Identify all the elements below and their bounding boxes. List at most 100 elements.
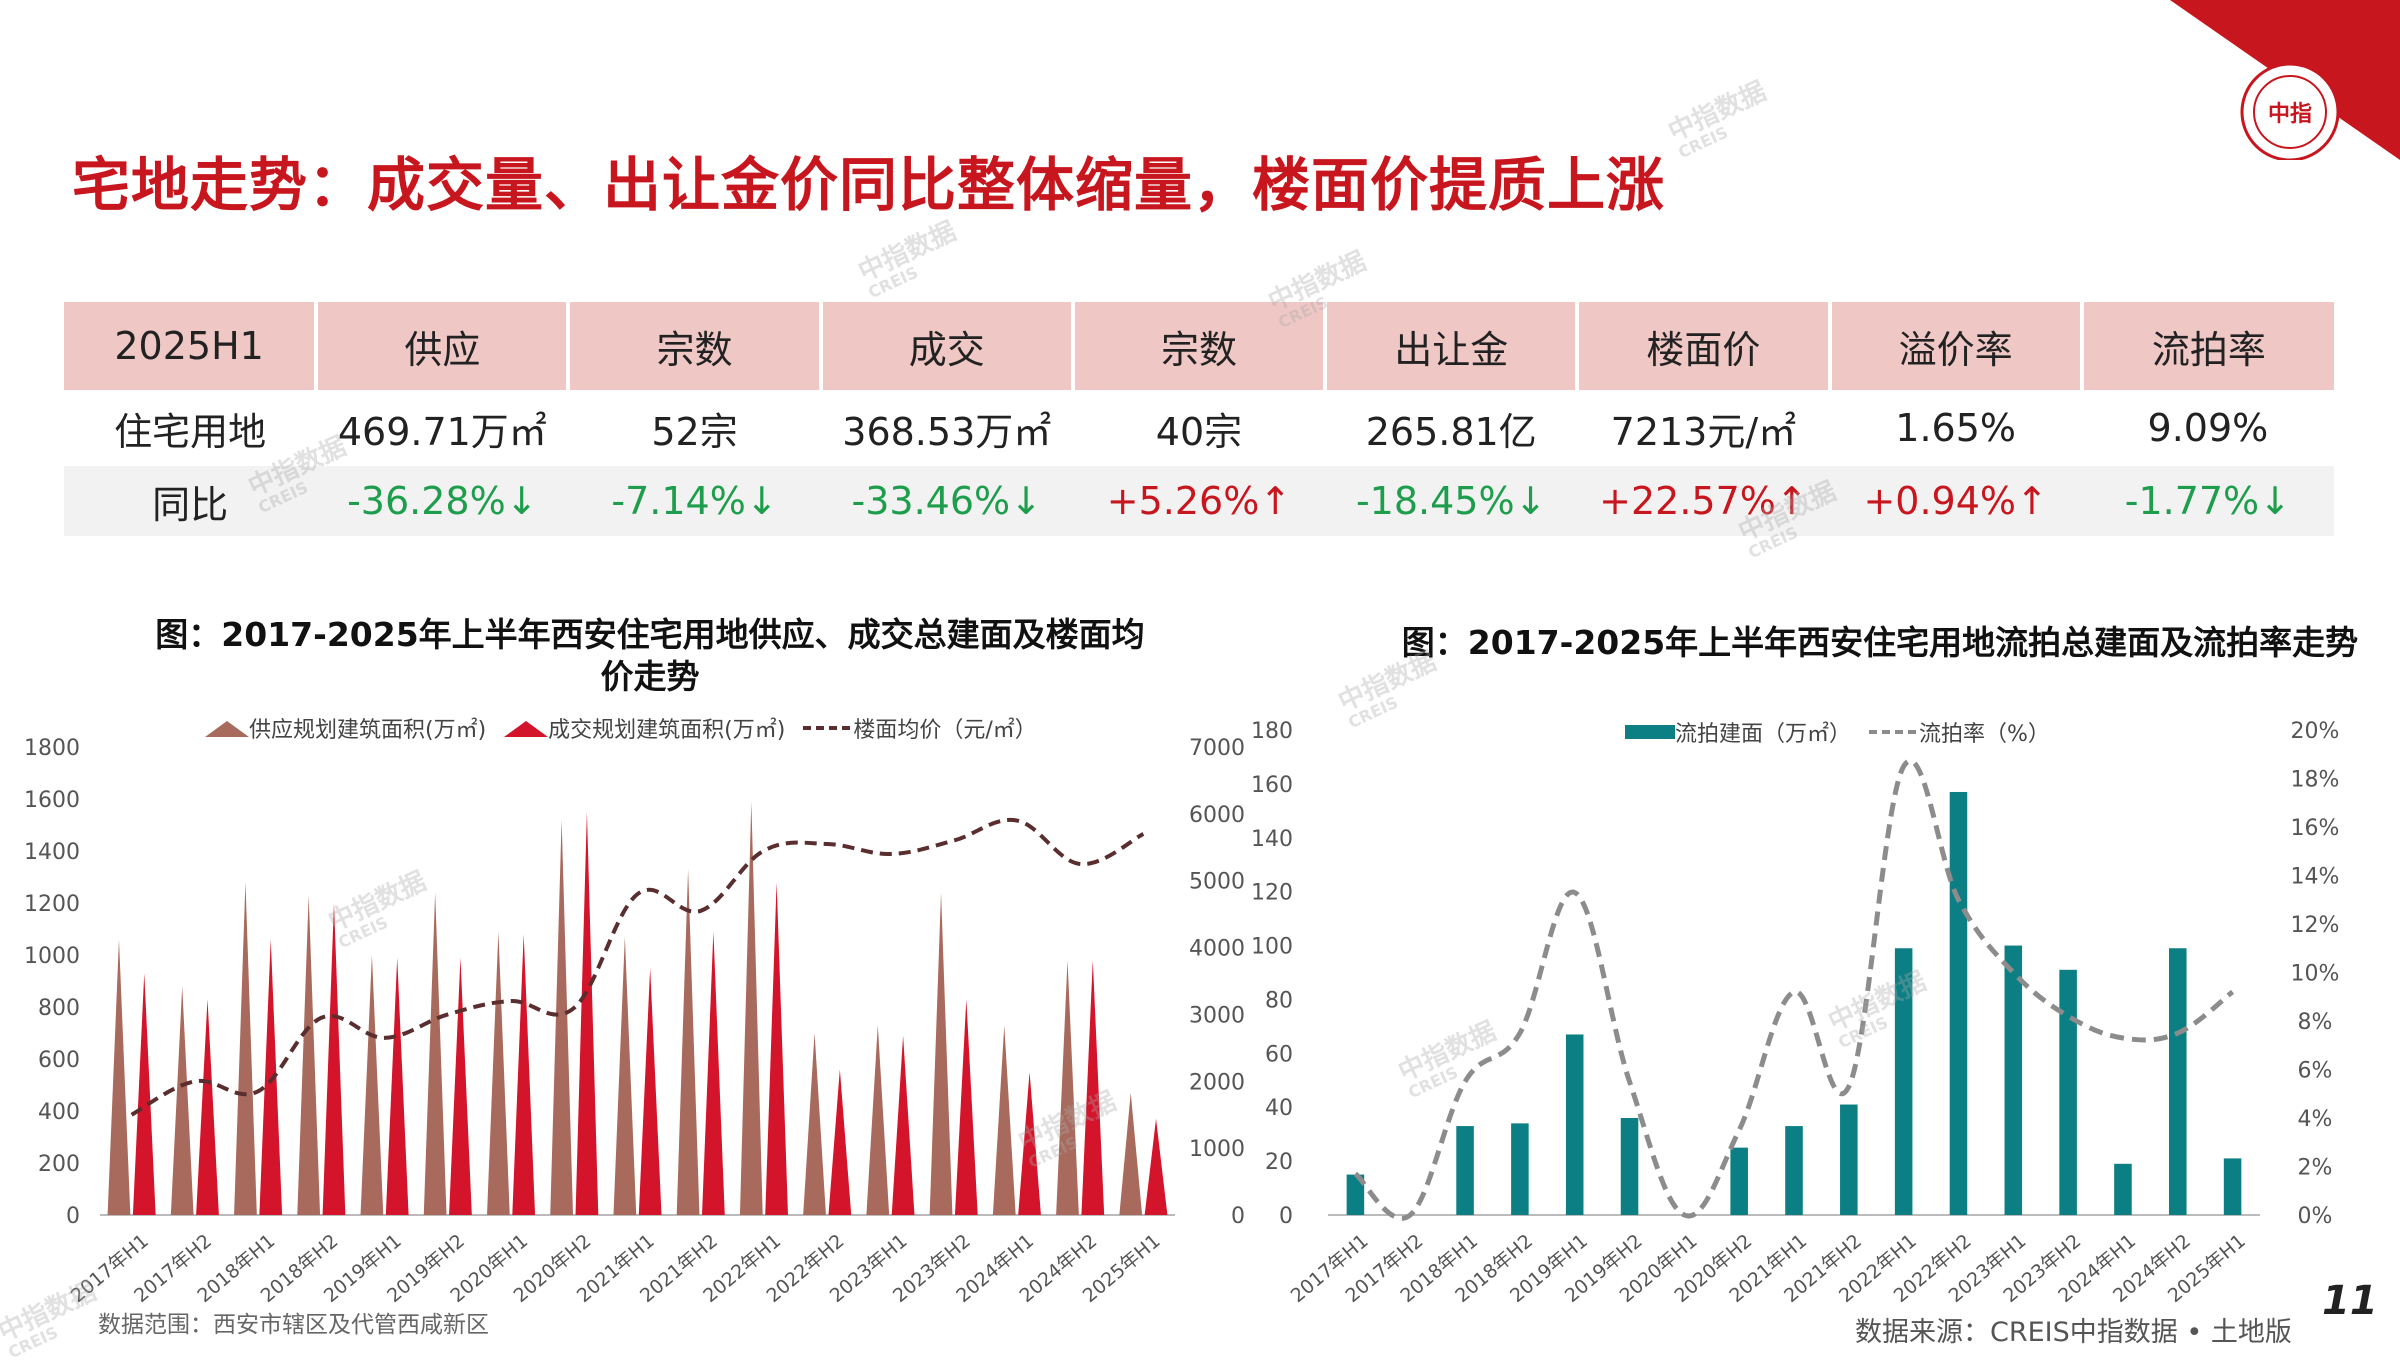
deal-mark	[954, 999, 978, 1215]
y2-tick-label: 1000	[1189, 1137, 1245, 1162]
y-tick-label: 180	[1251, 719, 1293, 744]
right-chart-legend: 流拍建面（万㎡） 流拍率（%）	[1625, 716, 2068, 748]
left-chart: 0 200 400 600 800 1000 1200 1400 1600 1800 0 1000 20…	[24, 736, 1245, 1307]
y2-tick-label: 20%	[2291, 719, 2340, 744]
deal-mark	[1081, 960, 1105, 1215]
yoy-cell: +22.57%↑	[1577, 466, 1830, 536]
y2-tick-label: 6%	[2298, 1059, 2333, 1084]
legend-item-deal: 成交规划建筑面积(万㎡)	[504, 712, 785, 744]
deal-mark	[449, 957, 472, 1215]
academy-logo: 中指	[2170, 0, 2400, 160]
deal-swatch-icon	[504, 721, 549, 737]
deal-mark	[575, 812, 599, 1215]
watermark: 中指数据 CREIS	[1663, 76, 1771, 163]
deal-mark	[1144, 1118, 1168, 1215]
table-cell: 368.53万㎡	[842, 409, 1052, 454]
deal-mark	[891, 1035, 915, 1215]
supply-mark	[297, 895, 321, 1215]
table-header: 出让金	[1325, 302, 1580, 390]
page-title: 宅地走势：成交量、出让金价同比整体缩量，楼面价提质上涨	[72, 151, 1666, 219]
y-tick-label: 1800	[24, 736, 80, 761]
bar-swatch-icon	[1625, 725, 1675, 739]
supply-mark	[803, 1033, 826, 1215]
y-tick-label: 20	[1265, 1150, 1293, 1175]
bar-mark	[1785, 1126, 1803, 1215]
y2-tick-label: 4%	[2298, 1107, 2333, 1132]
bar-mark	[1840, 1104, 1858, 1215]
y2-tick-label: 4000	[1189, 937, 1245, 962]
data-scope-note: 数据范围：西安市辖区及代管西咸新区	[98, 1312, 489, 1338]
legend-item-price: 楼面均价（元/㎡）	[803, 712, 1037, 744]
table-row: 住宅用地 469.71万㎡ 52宗 368.53万㎡ 40宗 265.81亿 7…	[64, 390, 2334, 466]
table-header: 2025H1	[64, 302, 319, 390]
y-tick-label: 1600	[24, 788, 80, 813]
y-tick-label: 80	[1265, 988, 1293, 1013]
price-line-swatch-icon	[803, 726, 854, 730]
deal-mark	[828, 1069, 852, 1215]
summary-table: 2025H1 供应 宗数 成交 宗数 出让金 楼面价 溢价率 流拍率 住宅用地 …	[64, 302, 2334, 536]
legend-label: 流拍率（%）	[1919, 722, 2050, 747]
supply-mark	[1056, 960, 1079, 1215]
rate-line-swatch-icon	[1869, 730, 1920, 734]
y-tick-label: 800	[38, 996, 80, 1021]
yoy-cell: +0.94%↑	[1829, 466, 2082, 536]
y2-tick-label: 18%	[2291, 768, 2340, 793]
yoy-cell: -18.45%↓	[1325, 466, 1578, 536]
table-header: 成交	[820, 302, 1075, 390]
table-cell: 7213元/㎡	[1610, 409, 1797, 454]
supply-mark	[929, 892, 953, 1215]
deal-mark	[765, 882, 788, 1215]
deal-mark	[512, 934, 536, 1215]
supply-mark	[360, 955, 384, 1215]
y-tick-label: 1000	[24, 944, 80, 969]
bar-mark	[1346, 1174, 1365, 1215]
supply-mark	[107, 939, 131, 1215]
right-chart-title: 图：2017-2025年上半年西安住宅用地流拍总建面及流拍率走势	[1401, 623, 2359, 662]
y-tick-label: 60	[1265, 1042, 1293, 1067]
legend-item-bar: 流拍建面（万㎡）	[1625, 716, 1851, 748]
table-cell: 40宗	[1155, 409, 1243, 454]
supply-mark	[1119, 1092, 1143, 1215]
supply-mark	[487, 931, 510, 1215]
supply-mark	[676, 869, 700, 1215]
y-tick-label: 160	[1251, 773, 1293, 798]
y-tick-label: 0	[66, 1204, 80, 1229]
y2-tick-label: 0%	[2298, 1204, 2333, 1229]
y-tick-label: 100	[1251, 935, 1293, 960]
table-header: 宗数	[568, 302, 823, 390]
table-cell: 住宅用地	[114, 409, 267, 454]
yoy-cell: -36.28%↓	[316, 466, 569, 536]
table-header: 溢价率	[1829, 302, 2084, 390]
y2-tick-label: 14%	[2291, 865, 2340, 890]
yoy-cell: -33.46%↓	[820, 466, 1073, 536]
left-chart-title: 图：2017-2025年上半年西安住宅用地供应、成交总建面及楼面均价走势	[155, 615, 1145, 696]
y2-tick-label: 2%	[2298, 1156, 2333, 1181]
bar-mark	[1511, 1123, 1529, 1215]
bar-mark	[2059, 969, 2077, 1215]
y2-tick-label: 16%	[2291, 816, 2340, 841]
yoy-cell: +5.26%↑	[1072, 466, 1326, 536]
deal-mark	[385, 957, 409, 1215]
y-tick-label: 40	[1265, 1096, 1293, 1121]
deal-mark	[259, 939, 283, 1215]
deal-mark	[638, 968, 662, 1215]
bar-mark	[1620, 1118, 1639, 1215]
table-header: 楼面价	[1577, 302, 1832, 390]
table-header: 供应	[316, 302, 571, 390]
y2-tick-label: 7000	[1189, 736, 1245, 761]
deal-mark	[1018, 1072, 1041, 1215]
supply-mark	[550, 819, 573, 1215]
bar-mark	[1949, 791, 1968, 1215]
deal-mark	[702, 931, 725, 1215]
y-tick-label: 140	[1251, 827, 1293, 852]
legend-item-supply: 供应规划建筑面积(万㎡)	[205, 712, 486, 744]
supply-mark	[234, 882, 257, 1215]
supply-mark	[423, 892, 447, 1215]
bar-mark	[2223, 1158, 2242, 1215]
y2-tick-label: 8%	[2298, 1010, 2333, 1035]
legend-label: 楼面均价（元/㎡）	[853, 718, 1037, 743]
table-header: 宗数	[1072, 302, 1328, 390]
supply-mark	[992, 1025, 1016, 1215]
table-header: 流拍率	[2081, 302, 2334, 390]
y2-tick-label: 10%	[2291, 962, 2340, 987]
